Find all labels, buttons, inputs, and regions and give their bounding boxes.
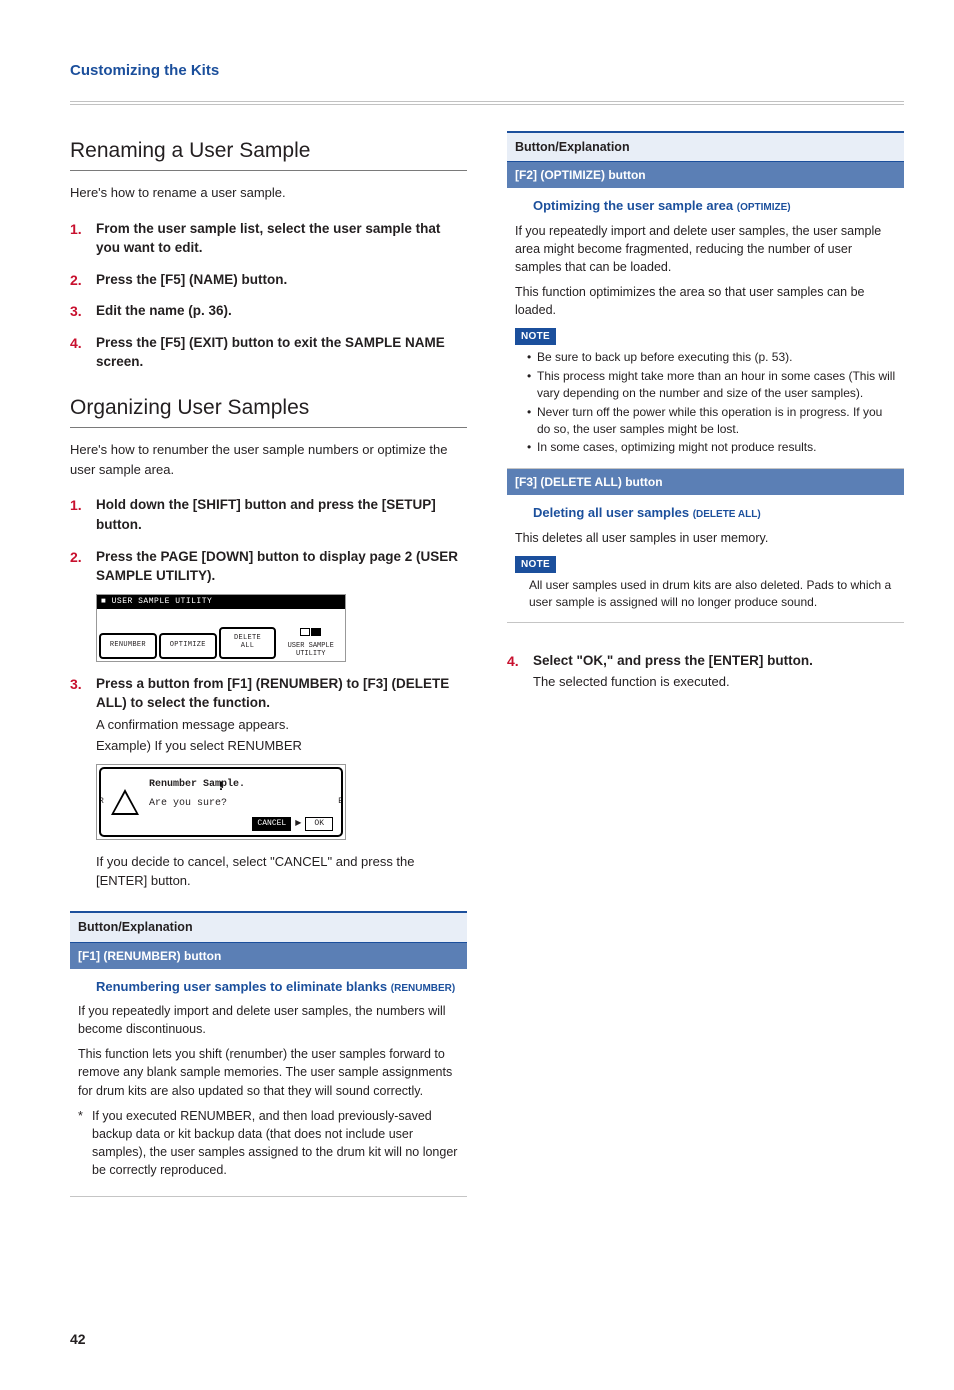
cell-text: If you repeatedly import and delete user…: [78, 1002, 459, 1038]
dialog-cancel-button: CANCEL: [252, 817, 291, 831]
step-text: Hold down the [SHIFT] button and press t…: [96, 495, 467, 534]
step-subtext: If you decide to cancel, select "CANCEL"…: [96, 852, 467, 891]
section-title-rename: Renaming a User Sample: [70, 135, 467, 172]
step-text: Press the [F5] (EXIT) button to exit the…: [96, 333, 467, 372]
step-subtext: A confirmation message appears.: [96, 715, 467, 735]
dialog-ok-button: OK: [305, 817, 333, 831]
step-text: Select "OK," and press the [ENTER] butto…: [533, 651, 904, 671]
cell-title: Deleting all user samples (DELETE ALL): [515, 503, 896, 523]
cell-text: This function optimimizes the area so th…: [515, 283, 896, 319]
table-cell: Optimizing the user sample area (OPTIMIZ…: [507, 188, 904, 469]
step-text: Edit the name (p. 36).: [96, 301, 467, 321]
table-subheader: [F3] (DELETE ALL) button: [507, 469, 904, 495]
note-item: In some cases, optimizing might not prod…: [527, 439, 896, 456]
step-text: Press a button from [F1] (RENUMBER) to […: [96, 674, 467, 713]
step-text: From the user sample list, select the us…: [96, 219, 467, 258]
cell-title: Renumbering user samples to eliminate bl…: [78, 977, 459, 997]
note-item: This process might take more than an hou…: [527, 368, 896, 402]
table-cell: Renumbering user samples to eliminate bl…: [70, 969, 467, 1198]
step-text: Press the [F5] (NAME) button.: [96, 270, 467, 290]
lcd-screenshot-utility: ■ USER SAMPLE UTILITY RENUMBER OPTIMIZE …: [96, 594, 346, 662]
warning-icon: !: [107, 775, 143, 829]
explanation-table: Button/Explanation [F2] (OPTIMIZE) butto…: [507, 131, 904, 623]
cell-text: If you repeatedly import and delete user…: [515, 222, 896, 276]
step: Select "OK," and press the [ENTER] butto…: [507, 651, 904, 692]
step: Press a button from [F1] (RENUMBER) to […: [70, 674, 467, 891]
step: Hold down the [SHIFT] button and press t…: [70, 495, 467, 534]
intro-text: Here's how to rename a user sample.: [70, 183, 467, 203]
note-item: Never turn off the power while this oper…: [527, 404, 896, 438]
step-text: Press the PAGE [DOWN] button to display …: [96, 547, 467, 586]
lcd-fbutton-optimize: OPTIMIZE: [159, 633, 217, 659]
table-subheader: [F2] (OPTIMIZE) button: [507, 162, 904, 188]
note-list: Be sure to back up before executing this…: [515, 349, 896, 456]
note-badge: NOTE: [515, 556, 556, 573]
explanation-table: Button/Explanation [F1] (RENUMBER) butto…: [70, 911, 467, 1197]
lcd-title: USER SAMPLE UTILITY: [112, 597, 213, 606]
breadcrumb: Customizing the Kits: [70, 60, 904, 83]
step: Press the [F5] (NAME) button.: [70, 270, 467, 290]
arrow-icon: ▶: [295, 818, 301, 830]
step: Edit the name (p. 36).: [70, 301, 467, 321]
note-badge: NOTE: [515, 328, 556, 345]
step: Press the PAGE [DOWN] button to display …: [70, 547, 467, 662]
table-cell: Deleting all user samples (DELETE ALL) T…: [507, 495, 904, 622]
lcd-screenshot-confirm: R E ! Renumber Sample. Are you sure? CAN…: [96, 764, 346, 840]
table-header: Button/Explanation: [70, 913, 467, 943]
cell-footnote: If you executed RENUMBER, and then load …: [78, 1107, 459, 1180]
step-subtext: Example) If you select RENUMBER: [96, 736, 467, 756]
step-subtext: The selected function is executed.: [533, 672, 904, 692]
step: Press the [F5] (EXIT) button to exit the…: [70, 333, 467, 372]
lcd-fbutton-delete-all: DELETEALL: [219, 627, 277, 658]
dialog-title: Renumber Sample.: [149, 777, 335, 792]
table-subheader: [F1] (RENUMBER) button: [70, 943, 467, 969]
section-title-organize: Organizing User Samples: [70, 392, 467, 429]
page-number: 42: [70, 1329, 904, 1350]
cell-text: This deletes all user samples in user me…: [515, 529, 896, 547]
lcd-fbutton-renumber: RENUMBER: [99, 633, 157, 659]
intro-text: Here's how to renumber the user sample n…: [70, 440, 467, 479]
lcd-right-label: USER SAMPLE UTILITY: [278, 624, 343, 659]
step: From the user sample list, select the us…: [70, 219, 467, 258]
note-item: Be sure to back up before executing this…: [527, 349, 896, 366]
cell-text: This function lets you shift (renumber) …: [78, 1045, 459, 1099]
divider: [70, 101, 904, 105]
note-text: All user samples used in drum kits are a…: [515, 577, 896, 612]
table-header: Button/Explanation: [507, 133, 904, 163]
dialog-question: Are you sure?: [149, 796, 335, 811]
cell-title: Optimizing the user sample area (OPTIMIZ…: [515, 196, 896, 216]
